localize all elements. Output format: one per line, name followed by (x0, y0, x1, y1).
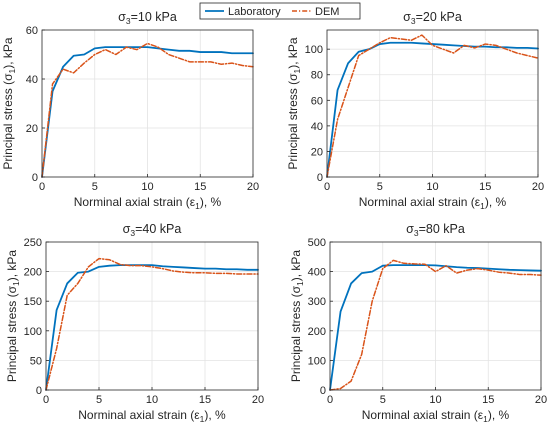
legend-box (199, 2, 361, 20)
y-tick-label: 60 (311, 95, 323, 107)
y-tick-label: 100 (305, 44, 323, 56)
y-tick-label: 500 (308, 237, 326, 249)
x-tick-label: 0 (327, 394, 333, 406)
series-line-dem (329, 259, 542, 391)
x-tick-label: 0 (43, 394, 49, 406)
x-tick-label: 20 (535, 394, 547, 406)
y-tick-label: 100 (308, 355, 326, 367)
y-tick-label: 100 (24, 326, 42, 338)
series-line-dem (45, 257, 259, 391)
x-tick-label: 15 (199, 394, 211, 406)
y-tick-label: 400 (308, 267, 326, 279)
y-tick-label: 60 (26, 25, 38, 37)
chart-title: σ3=10 kPa (118, 10, 177, 26)
x-tick-label: 0 (39, 181, 45, 193)
x-tick-label: 5 (96, 394, 102, 406)
y-tick-label: 200 (308, 326, 326, 338)
y-axis-label: Principal stress (σ1), kPa (5, 250, 21, 382)
x-tick-label: 15 (194, 181, 206, 193)
chart-panel-1: 0 5 10 15 20 0 20 40 60 σ3=10 kPa Norminal axial s… (1, 10, 259, 211)
y-tick-label: 0 (320, 385, 326, 397)
x-tick-label: 0 (324, 181, 330, 193)
x-tick-label: 15 (479, 181, 491, 193)
y-axis-label: Principal stress (σ1), kPa (286, 37, 302, 169)
x-axis-label: Norminal axial strain (ε1), % (74, 195, 222, 211)
y-tick-label: 40 (26, 74, 38, 86)
legend: Laboratory DEM (199, 2, 361, 20)
x-tick-label: 10 (429, 394, 441, 406)
chart-title: σ3=80 kPa (406, 222, 465, 238)
y-axis-label: Principal stress (σ1), kPa (289, 250, 305, 382)
x-tick-label: 15 (482, 394, 494, 406)
chart-title: σ3=20 kPa (403, 10, 462, 26)
x-axis-label: Norminal axial strain (ε1), % (359, 195, 507, 211)
y-tick-label: 0 (317, 172, 323, 184)
y-tick-label: 20 (311, 146, 323, 158)
y-tick-label: 300 (308, 296, 326, 308)
x-tick-label: 5 (380, 394, 386, 406)
series-line-laboratory (329, 264, 542, 391)
x-tick-label: 5 (377, 181, 383, 193)
y-tick-label: 80 (311, 70, 323, 82)
series-line-dem (41, 42, 254, 178)
x-tick-label: 20 (247, 181, 259, 193)
legend-label-laboratory: Laboratory (228, 6, 281, 18)
y-axis-label: Principal stress (σ1), kPa (1, 37, 17, 169)
x-tick-label: 20 (252, 394, 264, 406)
y-tick-label: 0 (36, 385, 42, 397)
x-tick-label: 10 (141, 181, 153, 193)
legend-label-dem: DEM (315, 6, 339, 18)
x-tick-label: 10 (426, 181, 438, 193)
chart-title: σ3=40 kPa (123, 222, 182, 238)
y-tick-label: 40 (311, 121, 323, 133)
y-tick-label: 20 (26, 123, 38, 135)
x-axis-label: Norminal axial strain (ε1), % (78, 408, 226, 424)
y-tick-label: 50 (30, 355, 42, 367)
y-tick-label: 0 (32, 172, 38, 184)
x-tick-label: 5 (92, 181, 98, 193)
series-line-dem (326, 34, 539, 178)
series-line-laboratory (41, 46, 254, 178)
x-axis-label: Norminal axial strain (ε1), % (362, 408, 510, 424)
y-tick-label: 200 (24, 267, 42, 279)
y-tick-label: 150 (24, 296, 42, 308)
series-line-laboratory (45, 264, 259, 391)
x-tick-label: 10 (146, 394, 158, 406)
chart-panel-2: 0 5 10 15 20 0 20 40 60 80 100 σ3=20 kPa Norminal ax… (286, 10, 544, 211)
x-tick-label: 20 (532, 181, 544, 193)
y-tick-label: 250 (24, 237, 42, 249)
